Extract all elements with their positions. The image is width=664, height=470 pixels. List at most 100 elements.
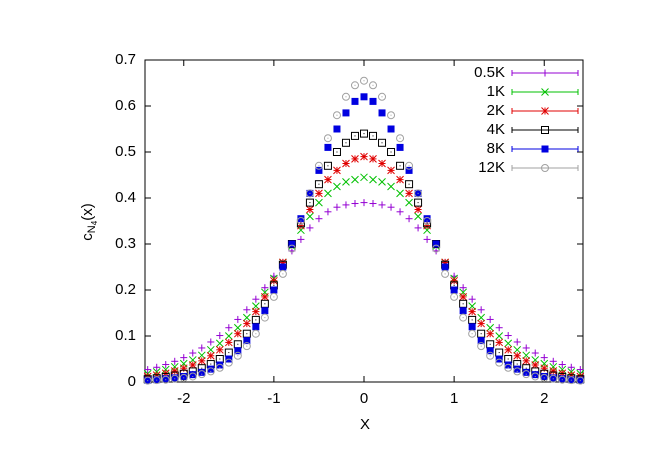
marker-box [540,372,548,380]
marker-stroke [396,175,404,184]
marker-stroke [405,198,413,207]
marker-circle [161,375,170,384]
data-point [378,159,386,168]
data-point [351,200,359,208]
data-point [567,363,575,371]
x-axis-label: X [360,416,370,433]
marker-stroke [351,175,359,184]
marker-circle [486,351,495,360]
marker-stroke [549,367,558,375]
legend-sample [511,69,579,77]
data-point [459,313,468,322]
data-point [287,244,296,253]
data-point [549,367,558,375]
data-point [333,166,341,175]
data-point [504,355,513,363]
marker-box [323,161,332,170]
marker-circle [567,376,576,385]
data-point [215,363,224,372]
data-point [567,376,576,385]
marker-box [396,161,405,170]
data-point [315,189,323,198]
data-point [243,306,251,314]
legend-label: 12K [478,159,505,176]
data-point [504,361,512,369]
marker-box [387,148,396,156]
data-point [369,81,378,90]
marker-stroke [522,356,531,365]
marker-stroke [504,345,513,354]
data-point [360,152,368,161]
marker-circle [215,363,224,372]
marker-box [541,145,549,153]
data-point [477,313,486,322]
marker-box [243,337,251,345]
marker-circle [405,161,414,170]
marker-circle [233,351,242,360]
marker-stroke [513,351,522,360]
data-point [242,313,251,322]
data-point [297,235,305,243]
marker-circle [369,81,378,90]
marker-box [279,263,287,271]
data-point [306,212,314,221]
data-point [197,370,206,379]
data-point [369,131,378,140]
marker-circle [396,134,405,143]
marker-box [541,126,549,134]
data-point [278,269,287,278]
marker-box [369,131,378,140]
x-tick-label: 2 [540,390,548,407]
marker-stroke [161,365,170,374]
marker-box [414,198,423,207]
data-point [323,161,332,170]
data-point [305,198,314,207]
marker-circle [423,217,432,225]
data-point [486,351,495,360]
data-point [143,376,152,385]
marker-box [162,375,170,383]
data-point [387,166,395,175]
data-point [414,198,423,207]
marker-circle [251,329,260,338]
data-point [351,155,359,163]
data-point [198,344,206,352]
marker-stroke [342,178,350,186]
data-point [522,368,530,376]
marker-circle [296,217,305,225]
data-point [161,375,170,384]
data-point [576,366,584,374]
data-point [233,340,242,349]
data-point [531,361,540,369]
marker-stroke [215,339,224,348]
data-point [576,376,585,385]
marker-box [216,361,224,369]
marker-stroke [197,356,206,365]
data-point [459,307,467,315]
marker-circle [468,329,477,338]
data-point [549,357,557,365]
data-point [270,286,278,294]
marker-stroke [495,332,504,340]
marker-box [252,323,260,331]
marker-stroke [342,159,350,168]
data-point [180,354,188,362]
data-point [369,200,377,208]
x-tick-label: -1 [267,390,280,407]
data-point [162,375,170,383]
marker-circle [432,244,441,253]
data-point [324,175,332,184]
data-point [495,348,504,357]
data-point [342,201,350,209]
marker-stroke [450,276,458,285]
marker-box [288,240,296,248]
data-point [522,356,531,365]
data-point [279,263,287,271]
data-point [477,306,485,314]
data-point [495,324,503,332]
data-point [360,76,368,85]
data-point [558,375,567,384]
data-point [369,97,377,105]
data-point [432,240,440,248]
marker-box [558,375,566,383]
